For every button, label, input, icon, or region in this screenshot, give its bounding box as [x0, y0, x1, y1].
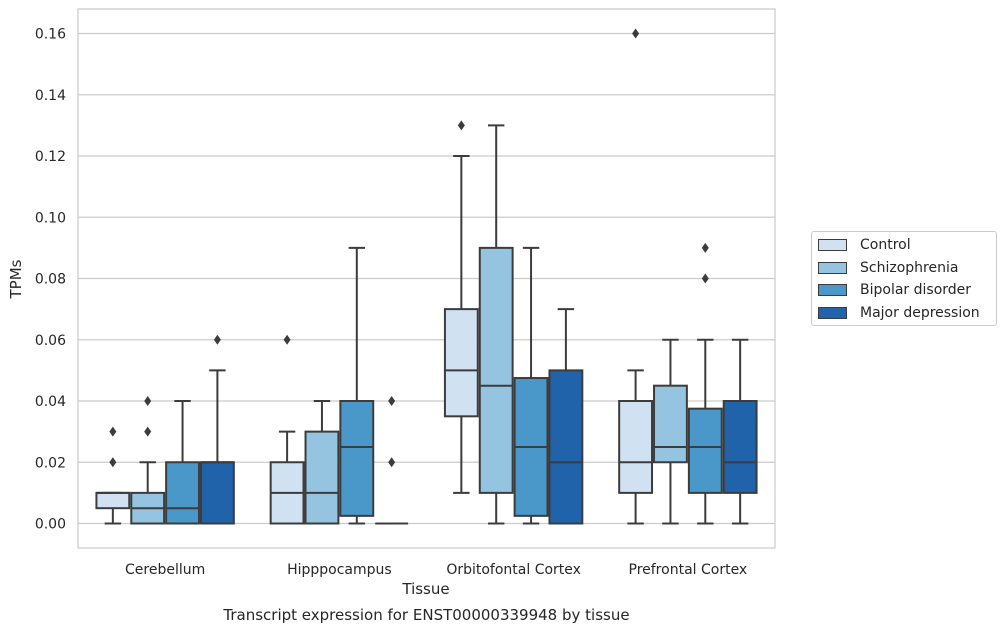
box-body — [165, 461, 200, 525]
box-2-4 — [375, 396, 409, 525]
legend-swatch — [818, 306, 847, 319]
x-tick-label: Orbitofontal Cortex — [446, 562, 581, 578]
outlier-marker — [632, 28, 640, 39]
box-1-3 — [165, 400, 200, 525]
box-1-1 — [95, 426, 131, 525]
box-body — [339, 400, 375, 517]
legend-item: Control — [818, 236, 911, 254]
box-4-3 — [687, 242, 723, 525]
outlier-marker — [457, 120, 465, 131]
box-1-2 — [130, 396, 166, 525]
figure-caption: Transcript expression for ENST0000033994… — [223, 606, 630, 624]
outlier-marker — [213, 334, 221, 345]
box-4-1 — [618, 28, 654, 525]
legend-label: Bipolar disorder — [860, 282, 972, 298]
box-3-2 — [478, 124, 514, 525]
y-tick-label: 0.16 — [35, 27, 66, 43]
outlier-marker — [144, 426, 152, 437]
box-body — [478, 246, 514, 494]
box-2-3 — [339, 246, 375, 525]
box-body — [653, 384, 688, 464]
box-body — [722, 400, 758, 494]
y-axis-ticks: 0.00 0.02 0.04 0.06 0.08 0.10 0.12 0.14 0.16 — [35, 27, 66, 533]
box-body — [548, 369, 584, 525]
y-tick-label: 0.06 — [35, 333, 66, 349]
outlier-marker — [283, 334, 291, 345]
outlier-marker — [701, 242, 709, 253]
outlier-marker — [388, 396, 396, 406]
legend-swatch — [818, 284, 847, 296]
x-tick-label: Cerebellum — [125, 562, 205, 578]
box-4-4 — [722, 338, 758, 525]
outlier-marker — [144, 396, 152, 406]
x-axis-ticks: Cerebellum Hipppocampus Orbitofontal Corte… — [125, 562, 747, 578]
y-tick-label: 0.02 — [35, 455, 66, 471]
legend-item: Bipolar disorder — [818, 281, 971, 299]
outlier-marker — [388, 457, 396, 468]
box-1-4 — [199, 334, 235, 525]
y-tick-label: 0.08 — [35, 272, 66, 288]
x-tick-label: Hipppocampus — [287, 562, 392, 578]
y-tick-label: 0.04 — [35, 394, 66, 410]
y-tick-label: 0.10 — [35, 210, 66, 226]
legend-swatch — [818, 239, 847, 251]
legend-label: Control — [860, 237, 911, 253]
outlier-marker — [701, 273, 709, 284]
y-axis-label: TPMs — [7, 259, 25, 299]
outlier-marker — [109, 426, 117, 437]
box-2-2 — [304, 400, 340, 525]
box-3-3 — [513, 246, 549, 525]
plot-frame — [77, 8, 776, 549]
legend-swatch — [818, 261, 847, 274]
box-groups — [95, 28, 758, 525]
x-tick-label: Prefrontal Cortex — [629, 562, 748, 578]
box-4-2 — [653, 338, 688, 525]
legend-item: Major depression — [818, 304, 980, 322]
x-axis-label: Tissue — [401, 580, 449, 598]
box-body — [199, 461, 235, 525]
box-body — [95, 491, 131, 510]
y-tick-label: 0.14 — [35, 88, 66, 104]
box-2-1 — [269, 334, 305, 525]
legend-label: Major depression — [860, 304, 980, 321]
legend: Control Schizophrenia Bipolar disorder Majo… — [811, 231, 997, 326]
box-3-4 — [548, 308, 584, 525]
y-tick-label: 0.00 — [35, 517, 66, 533]
box-3-1 — [443, 120, 479, 494]
box-body — [443, 308, 479, 418]
outlier-marker — [109, 457, 117, 468]
box-body — [618, 400, 654, 494]
legend-item: Schizophrenia — [818, 259, 958, 277]
legend-label: Schizophrenia — [860, 259, 959, 276]
box-body — [304, 430, 340, 525]
y-tick-label: 0.12 — [35, 149, 66, 165]
box-body — [687, 407, 723, 494]
